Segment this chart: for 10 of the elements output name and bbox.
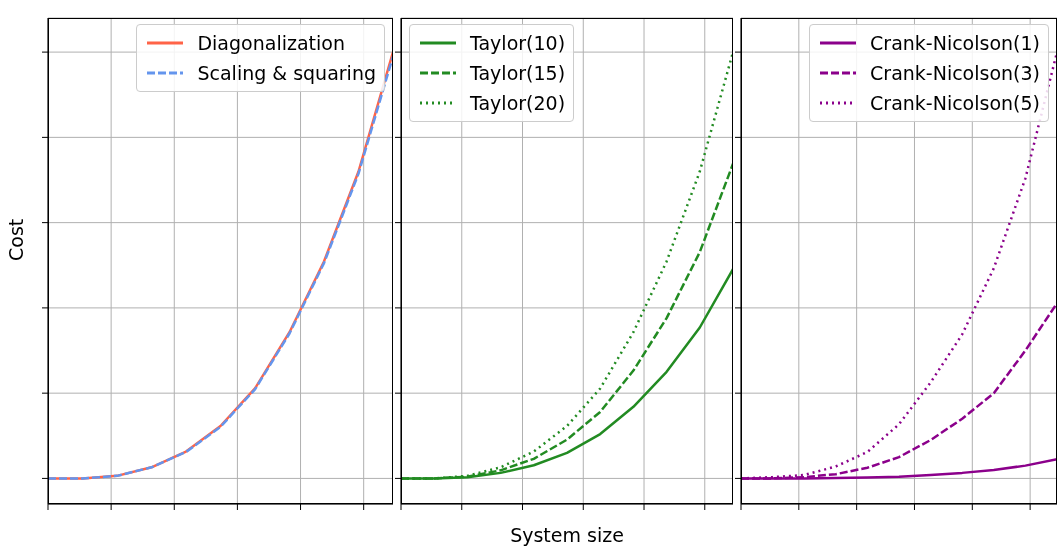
legend-label: Crank-Nicolson(5) xyxy=(870,91,1040,116)
legend-label: Scaling & squaring xyxy=(197,61,376,86)
y-axis-title: Cost xyxy=(4,218,27,261)
legend-label: Taylor(20) xyxy=(470,91,566,116)
legend-label: Crank-Nicolson(1) xyxy=(870,31,1040,56)
x-axis-title: System size xyxy=(510,524,624,546)
legend-label: Taylor(10) xyxy=(470,31,566,56)
legend-label: Taylor(15) xyxy=(470,61,566,86)
legend-label: Diagonalization xyxy=(197,31,345,56)
legend-label: Crank-Nicolson(3) xyxy=(870,61,1040,86)
